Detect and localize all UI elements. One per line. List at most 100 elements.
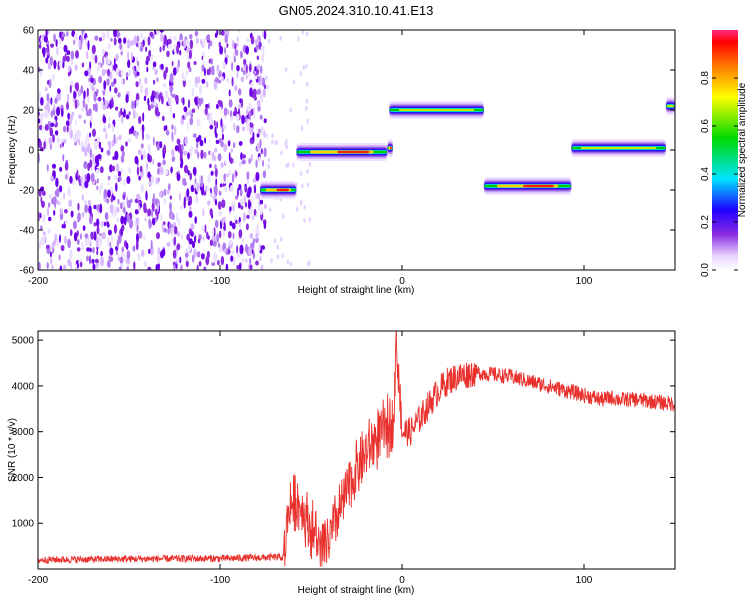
- noise-speckle: [121, 79, 124, 85]
- noise-speckle: [159, 30, 164, 33]
- x-tick-label: -100: [210, 276, 230, 287]
- noise-speckle: [52, 196, 57, 205]
- noise-speckle: [87, 162, 90, 172]
- noise-speckle: [191, 113, 193, 119]
- noise-speckle: [155, 91, 159, 100]
- noise-speckle: [183, 164, 189, 174]
- noise-speckle: [62, 125, 67, 133]
- noise-speckle: [187, 200, 191, 206]
- noise-speckle: [135, 217, 140, 225]
- noise-speckle: [211, 262, 216, 267]
- noise-speckle: [119, 256, 124, 265]
- noise-speckle: [176, 243, 181, 251]
- noise-speckle: [276, 244, 279, 250]
- noise-speckle: [198, 234, 202, 241]
- noise-speckle: [174, 125, 177, 136]
- noise-speckle: [159, 166, 162, 173]
- noise-speckle: [127, 59, 131, 69]
- noise-speckle: [70, 50, 75, 60]
- noise-speckle: [152, 61, 157, 68]
- x-tick-label: -100: [210, 575, 230, 586]
- noise-speckle: [62, 154, 65, 162]
- noise-speckle: [253, 107, 255, 114]
- spectrogram-noise: [38, 30, 312, 270]
- noise-speckle: [210, 170, 214, 176]
- noise-speckle: [82, 225, 86, 232]
- noise-speckle: [267, 163, 270, 169]
- noise-speckle: [154, 216, 158, 222]
- noise-speckle: [160, 63, 164, 70]
- noise-speckle: [222, 229, 225, 237]
- colorbar-tick-label: 0.8: [700, 71, 711, 85]
- noise-speckle: [180, 232, 183, 241]
- noise-speckle: [162, 83, 167, 88]
- noise-speckle: [73, 32, 78, 43]
- noise-speckle: [138, 116, 142, 124]
- noise-speckle: [259, 65, 263, 74]
- noise-speckle: [84, 237, 89, 246]
- noise-speckle: [167, 39, 172, 45]
- noise-speckle: [306, 118, 309, 124]
- noise-speckle: [131, 100, 135, 110]
- noise-speckle: [99, 203, 103, 214]
- x-tick-label: 100: [576, 575, 593, 586]
- noise-speckle: [166, 50, 170, 58]
- noise-speckle: [142, 112, 145, 122]
- noise-speckle: [224, 47, 227, 55]
- noise-speckle: [209, 239, 213, 247]
- noise-speckle: [225, 186, 228, 192]
- noise-speckle: [89, 148, 93, 159]
- noise-speckle: [275, 140, 278, 146]
- noise-speckle: [148, 248, 151, 254]
- noise-speckle: [88, 77, 92, 83]
- noise-speckle: [157, 247, 161, 256]
- noise-speckle: [107, 181, 110, 187]
- noise-speckle: [56, 47, 59, 56]
- noise-speckle: [149, 245, 154, 256]
- noise-speckle: [188, 238, 193, 245]
- noise-speckle: [286, 259, 290, 265]
- noise-speckle: [301, 183, 304, 189]
- noise-speckle: [98, 141, 102, 149]
- noise-speckle: [226, 43, 229, 48]
- noise-speckle: [109, 256, 114, 262]
- noise-speckle: [88, 215, 93, 225]
- noise-speckle: [118, 175, 122, 182]
- noise-speckle: [111, 123, 115, 133]
- noise-speckle: [231, 222, 236, 230]
- noise-speckle: [245, 109, 249, 115]
- noise-speckle: [297, 36, 300, 42]
- noise-speckle: [136, 35, 140, 42]
- noise-speckle: [176, 231, 180, 237]
- noise-speckle: [182, 97, 185, 106]
- noise-speckle: [201, 253, 205, 260]
- noise-speckle: [240, 198, 244, 207]
- noise-speckle: [161, 223, 164, 231]
- noise-speckle: [282, 213, 285, 219]
- noise-speckle: [113, 57, 116, 67]
- noise-speckle: [250, 81, 254, 87]
- noise-speckle: [141, 249, 145, 257]
- noise-speckle: [146, 55, 150, 62]
- noise-speckle: [164, 89, 168, 99]
- noise-speckle: [83, 160, 88, 170]
- noise-speckle: [114, 150, 119, 161]
- noise-speckle: [223, 173, 226, 182]
- noise-speckle: [223, 222, 226, 231]
- noise-speckle: [41, 235, 45, 246]
- noise-speckle: [116, 32, 121, 37]
- noise-speckle: [50, 110, 53, 117]
- noise-speckle: [113, 37, 117, 46]
- noise-speckle: [56, 187, 60, 198]
- noise-speckle: [128, 168, 132, 174]
- noise-speckle: [178, 192, 181, 201]
- noise-speckle: [53, 59, 57, 70]
- noise-speckle: [261, 53, 265, 63]
- noise-speckle: [42, 231, 46, 236]
- noise-speckle: [239, 162, 242, 168]
- noise-speckle: [249, 232, 254, 239]
- noise-speckle: [46, 93, 50, 102]
- noise-speckle: [231, 250, 235, 255]
- noise-speckle: [176, 259, 180, 265]
- noise-speckle: [188, 99, 190, 109]
